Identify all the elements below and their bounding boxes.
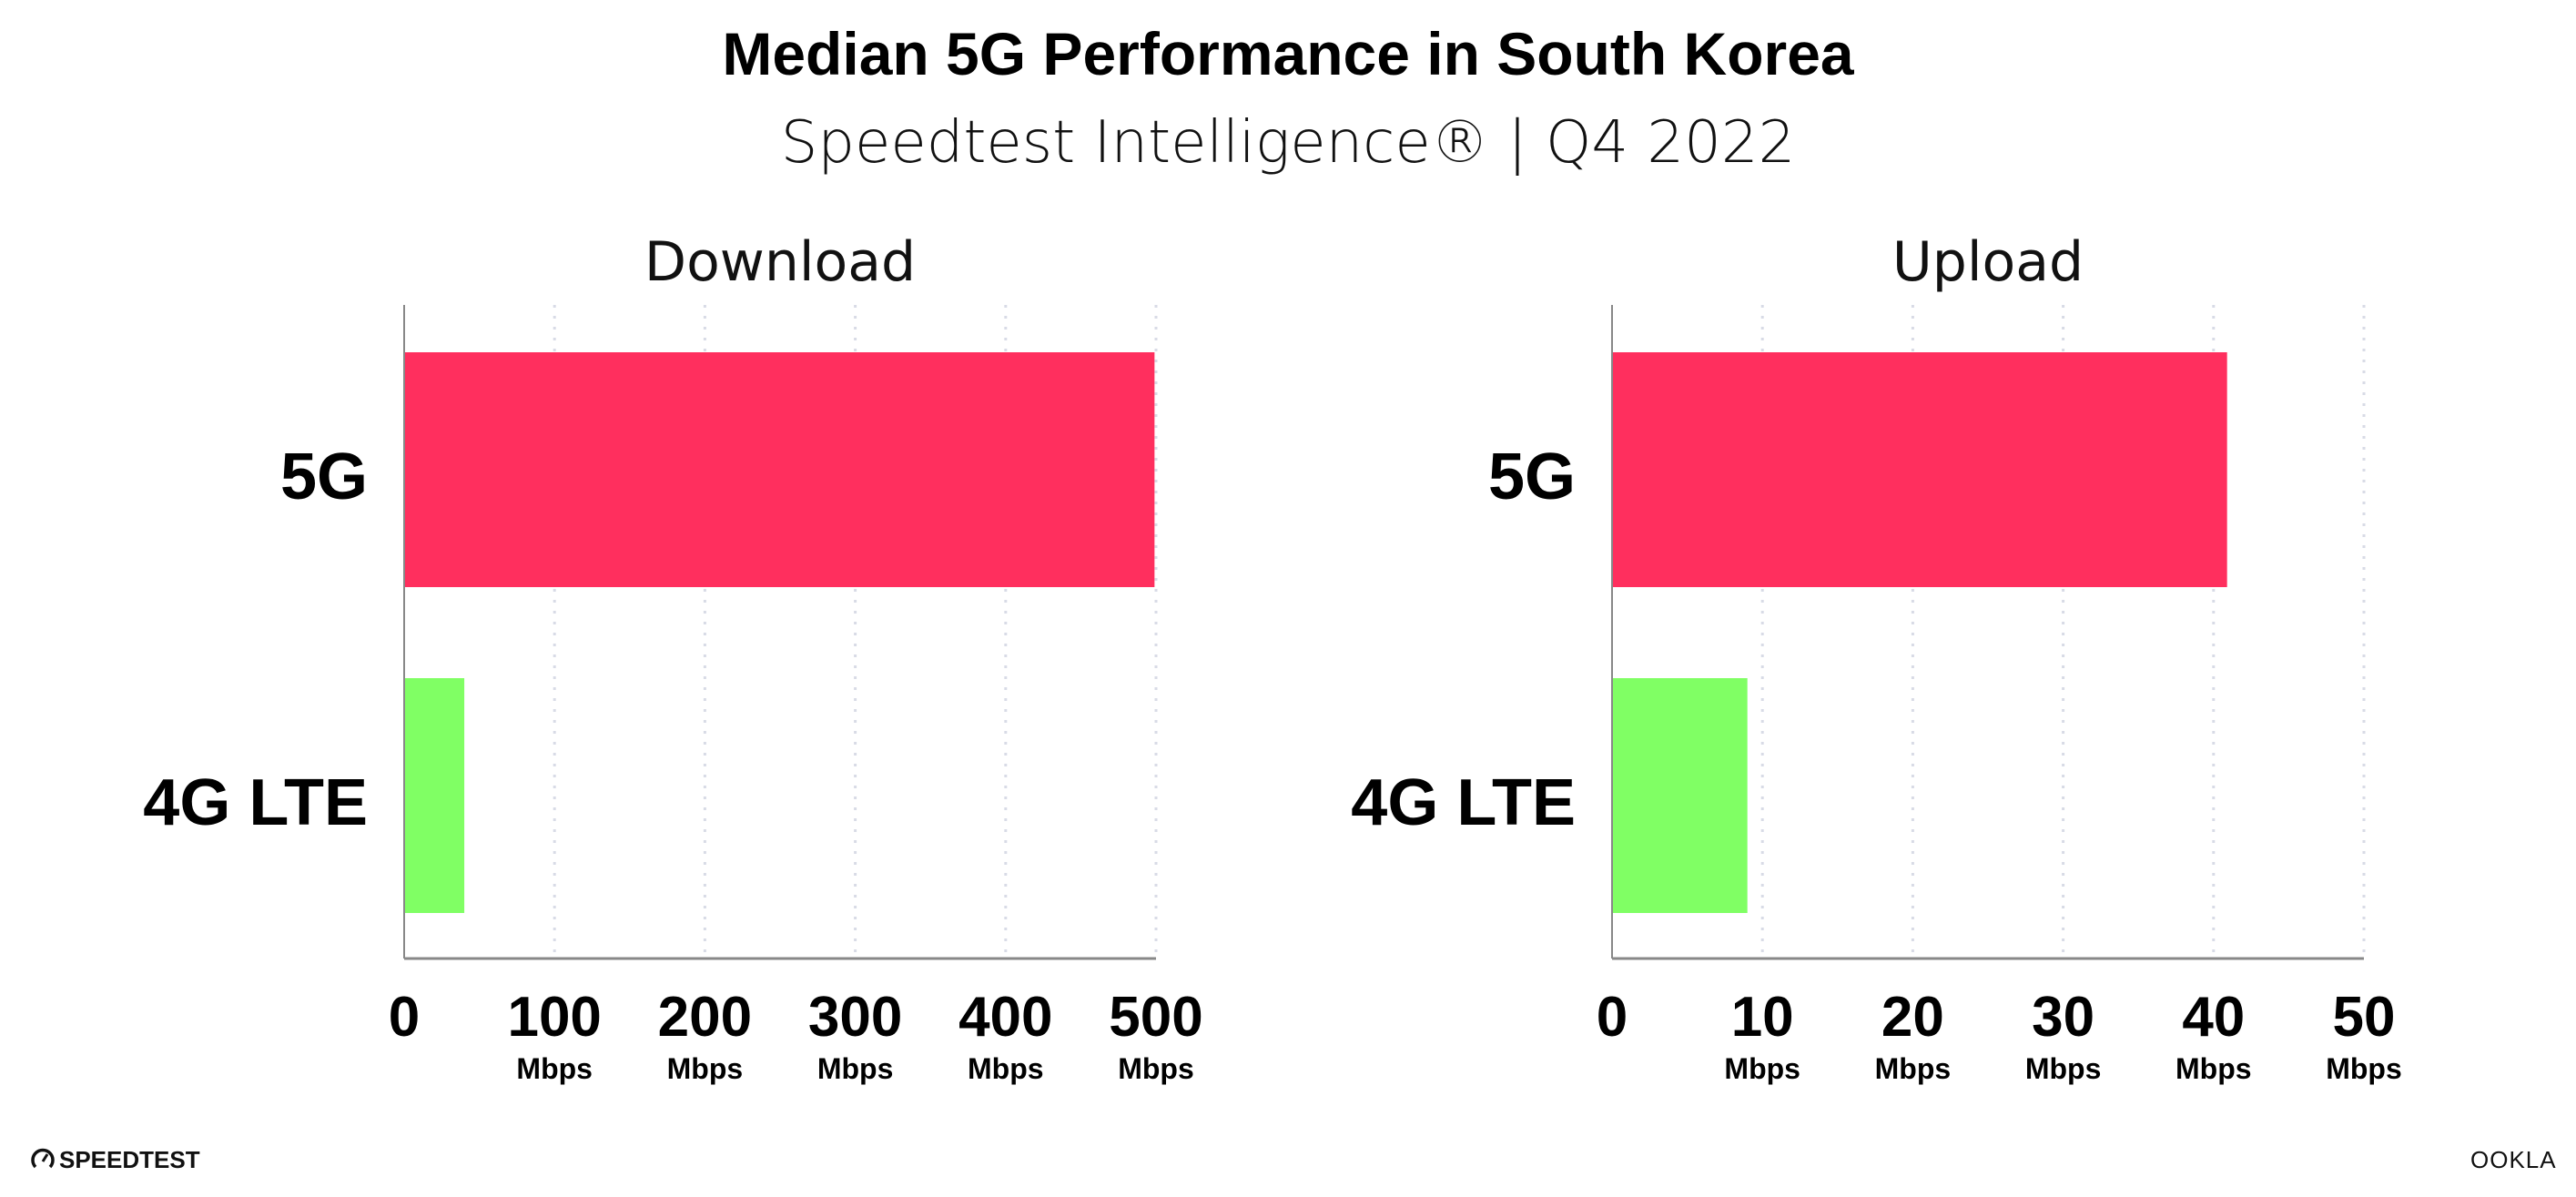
x-tick-label: 300 bbox=[808, 986, 902, 1049]
bar-4g-lte bbox=[404, 678, 465, 913]
x-tick-label: 0 bbox=[389, 986, 420, 1049]
x-tick-unit: Mbps bbox=[667, 1052, 744, 1085]
panel-title-upload: Upload bbox=[1892, 230, 2084, 294]
x-tick-unit: Mbps bbox=[516, 1052, 593, 1085]
category-label: 4G LTE bbox=[1351, 766, 1576, 839]
x-tick-unit: Mbps bbox=[817, 1052, 894, 1085]
x-tick-unit: Mbps bbox=[2326, 1052, 2402, 1085]
x-tick-label: 200 bbox=[658, 986, 752, 1049]
speedtest-logo-text: SPEEDTEST bbox=[59, 1146, 200, 1173]
bar-4g-lte bbox=[1612, 678, 1748, 913]
panel-title-download: Download bbox=[644, 230, 916, 294]
x-tick-label: 500 bbox=[1109, 986, 1202, 1049]
x-tick-label: 30 bbox=[2032, 986, 2094, 1049]
x-tick-unit: Mbps bbox=[2175, 1052, 2252, 1085]
x-tick-label: 50 bbox=[2333, 986, 2396, 1049]
bar-5g bbox=[404, 352, 1155, 587]
x-tick-unit: Mbps bbox=[1875, 1052, 1952, 1085]
category-label: 5G bbox=[280, 441, 368, 513]
x-tick-label: 100 bbox=[507, 986, 601, 1049]
ookla-logo: OOKLA bbox=[2470, 1146, 2557, 1173]
x-tick-label: 10 bbox=[1731, 986, 1794, 1049]
category-label: 5G bbox=[1488, 441, 1576, 513]
x-tick-unit: Mbps bbox=[1118, 1052, 1194, 1085]
bar-5g bbox=[1612, 352, 2227, 587]
x-tick-label: 40 bbox=[2182, 986, 2245, 1049]
x-tick-unit: Mbps bbox=[968, 1052, 1044, 1085]
x-tick-unit: Mbps bbox=[1724, 1052, 1800, 1085]
speedometer-icon bbox=[31, 1148, 55, 1169]
chart-title: Median 5G Performance in South Korea bbox=[722, 20, 1855, 87]
speedtest-logo: SPEEDTEST bbox=[31, 1146, 200, 1173]
x-tick-label: 0 bbox=[1597, 986, 1628, 1049]
chart-subtitle: Speedtest Intelligence® | Q4 2022 bbox=[781, 109, 1796, 177]
x-tick-label: 20 bbox=[1881, 986, 1944, 1049]
category-label: 4G LTE bbox=[143, 766, 368, 839]
x-tick-unit: Mbps bbox=[2025, 1052, 2102, 1085]
x-tick-label: 400 bbox=[958, 986, 1052, 1049]
